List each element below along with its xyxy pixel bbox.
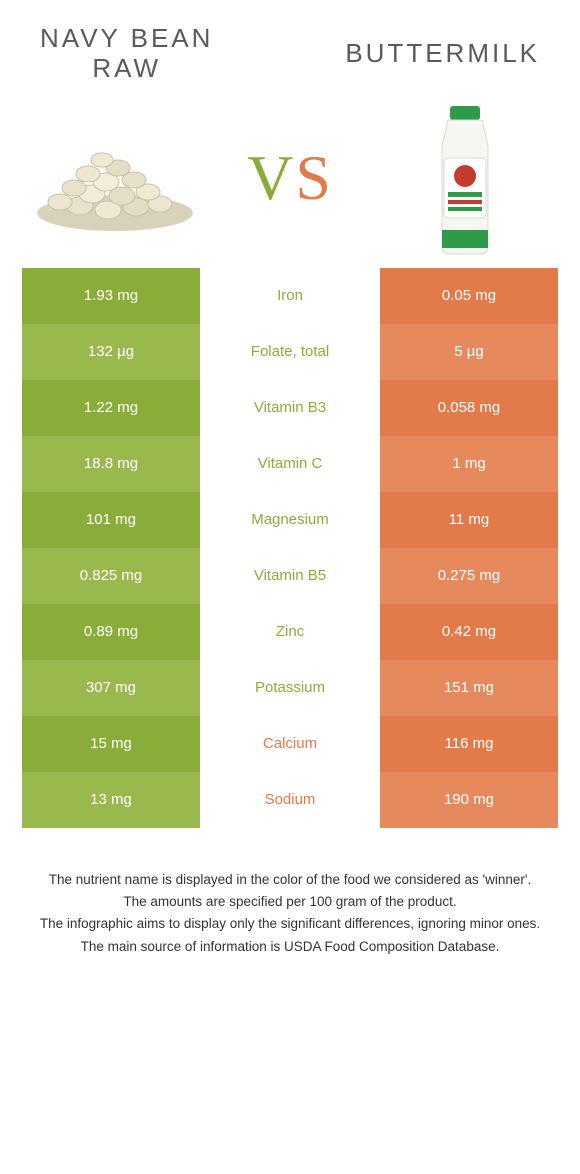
- value-right: 11 mg: [380, 492, 558, 548]
- nutrient-label: Sodium: [200, 772, 380, 828]
- value-left: 1.93 mg: [22, 268, 200, 324]
- footer-line: The infographic aims to display only the…: [28, 914, 552, 934]
- value-left: 1.22 mg: [22, 380, 200, 436]
- value-left: 15 mg: [22, 716, 200, 772]
- nutrient-label: Vitamin C: [200, 436, 380, 492]
- footer-line: The amounts are specified per 100 gram o…: [28, 892, 552, 912]
- nutrient-label: Folate, total: [200, 324, 380, 380]
- value-left: 0.89 mg: [22, 604, 200, 660]
- nutrient-label: Zinc: [200, 604, 380, 660]
- nutrient-label: Vitamin B3: [200, 380, 380, 436]
- food-title-left: NAVY BEAN RAW: [40, 24, 213, 84]
- vs-v: V: [247, 142, 295, 213]
- nutrient-label: Magnesium: [200, 492, 380, 548]
- value-right: 0.275 mg: [380, 548, 558, 604]
- footer-notes: The nutrient name is displayed in the co…: [0, 828, 580, 957]
- table-row: 0.825 mgVitamin B50.275 mg: [22, 548, 558, 604]
- value-right: 5 µg: [380, 324, 558, 380]
- table-row: 132 µgFolate, total5 µg: [22, 324, 558, 380]
- value-left: 307 mg: [22, 660, 200, 716]
- value-right: 116 mg: [380, 716, 558, 772]
- value-left: 0.825 mg: [22, 548, 200, 604]
- footer-line: The main source of information is USDA F…: [28, 937, 552, 957]
- vs-row: VS: [0, 84, 580, 268]
- value-left: 18.8 mg: [22, 436, 200, 492]
- nutrient-label: Iron: [200, 268, 380, 324]
- value-right: 151 mg: [380, 660, 558, 716]
- value-right: 190 mg: [380, 772, 558, 828]
- vs-s: S: [295, 142, 333, 213]
- nutrient-label: Vitamin B5: [200, 548, 380, 604]
- table-row: 1.22 mgVitamin B30.058 mg: [22, 380, 558, 436]
- table-row: 13 mgSodium190 mg: [22, 772, 558, 828]
- value-right: 0.42 mg: [380, 604, 558, 660]
- value-left: 132 µg: [22, 324, 200, 380]
- value-right: 0.05 mg: [380, 268, 558, 324]
- value-left: 101 mg: [22, 492, 200, 548]
- table-row: 1.93 mgIron0.05 mg: [22, 268, 558, 324]
- food-title-right: BUTTERMILK: [345, 39, 540, 69]
- navy-bean-image: [30, 108, 200, 248]
- table-row: 307 mgPotassium151 mg: [22, 660, 558, 716]
- value-right: 0.058 mg: [380, 380, 558, 436]
- vs-label: VS: [247, 141, 333, 215]
- value-right: 1 mg: [380, 436, 558, 492]
- nutrient-label: Calcium: [200, 716, 380, 772]
- nutrient-label: Potassium: [200, 660, 380, 716]
- table-row: 0.89 mgZinc0.42 mg: [22, 604, 558, 660]
- header: NAVY BEAN RAW BUTTERMILK: [0, 0, 580, 84]
- value-left: 13 mg: [22, 772, 200, 828]
- nutrient-table: 1.93 mgIron0.05 mg132 µgFolate, total5 µ…: [22, 268, 558, 828]
- table-row: 18.8 mgVitamin C1 mg: [22, 436, 558, 492]
- footer-line: The nutrient name is displayed in the co…: [28, 870, 552, 890]
- table-row: 15 mgCalcium116 mg: [22, 716, 558, 772]
- buttermilk-image: [380, 108, 550, 248]
- table-row: 101 mgMagnesium11 mg: [22, 492, 558, 548]
